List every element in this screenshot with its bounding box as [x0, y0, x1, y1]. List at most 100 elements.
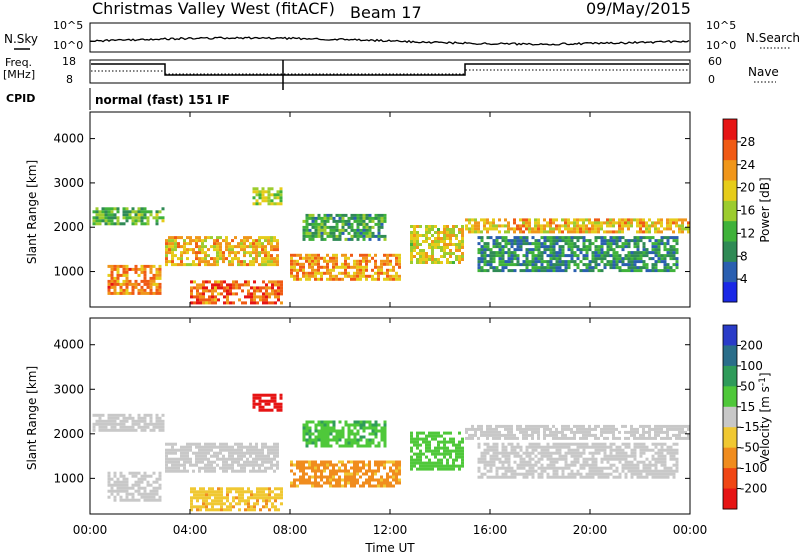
velocity-cell: [305, 478, 308, 482]
power-cell: [261, 260, 264, 264]
velocity-cell: [483, 463, 487, 467]
power-cell: [495, 251, 499, 255]
power-cell: [267, 236, 270, 240]
power-cell: [567, 245, 571, 249]
velocity-cell: [353, 460, 356, 464]
velocity-cell: [338, 429, 342, 433]
velocity-cell: [624, 463, 628, 467]
velocity-cell: [253, 508, 256, 512]
power-cell: [332, 234, 336, 238]
power-cell: [234, 236, 237, 240]
power-cell: [279, 196, 283, 200]
velocity-cell: [513, 475, 517, 479]
power-cell: [657, 230, 660, 234]
velocity-cell: [262, 505, 265, 509]
power-cell: [155, 285, 159, 289]
noise-tick-right-top: 10^5: [706, 19, 736, 32]
power-cell: [249, 254, 252, 258]
power-cell: [567, 239, 571, 243]
velocity-cell: [368, 478, 371, 482]
velocity-cell: [280, 502, 283, 506]
velocity-cell: [311, 463, 314, 467]
velocity-cell: [618, 454, 622, 458]
power-cell: [323, 256, 326, 260]
power-cell: [525, 242, 529, 246]
power-cell: [125, 213, 129, 217]
power-cell: [552, 263, 556, 267]
power-cell: [243, 236, 246, 240]
power-cell: [311, 231, 315, 235]
velocity-cell: [434, 464, 437, 468]
velocity-cell: [534, 430, 537, 434]
power-cell: [615, 242, 619, 246]
velocity-cell: [663, 475, 667, 479]
power-cell: [585, 239, 589, 243]
power-cell: [645, 269, 649, 273]
velocity-cell: [356, 463, 359, 467]
power-cell: [198, 236, 201, 240]
velocity-cell: [597, 451, 601, 455]
velocity-cell: [461, 449, 464, 453]
power-cell: [449, 255, 452, 258]
power-cell: [642, 236, 646, 240]
velocity-cell: [125, 477, 129, 481]
power-cell: [377, 228, 381, 232]
power-cell: [347, 237, 351, 241]
power-cell: [531, 248, 535, 252]
power-cell: [573, 263, 577, 267]
velocity-cell: [207, 469, 210, 473]
velocity-cell: [314, 469, 317, 473]
velocity-cell: [253, 496, 256, 500]
power-cell: [609, 236, 613, 240]
velocity-cell: [229, 487, 232, 491]
velocity-cell: [101, 413, 105, 417]
power-cell: [675, 263, 679, 267]
velocity-cell: [422, 440, 425, 444]
power-cell: [323, 231, 327, 235]
velocity-cell: [374, 423, 378, 427]
power-cell: [128, 216, 132, 220]
velocity-cell: [158, 471, 162, 475]
velocity-cell: [204, 463, 207, 467]
power-cell: [171, 245, 174, 249]
velocity-cell: [582, 451, 586, 455]
velocity-cell: [669, 445, 673, 449]
power-cell: [519, 245, 523, 249]
velocity-cell: [308, 481, 311, 485]
power-cell: [137, 288, 141, 292]
velocity-cell: [669, 457, 673, 461]
power-cell: [461, 243, 464, 246]
velocity-cell: [252, 445, 255, 449]
velocity-cell: [531, 433, 534, 437]
power-cell: [681, 227, 684, 231]
power-cell: [256, 301, 259, 305]
velocity-cell: [238, 508, 241, 512]
power-cell: [651, 257, 655, 261]
velocity-cell: [252, 399, 256, 403]
power-cell: [537, 224, 540, 228]
velocity-cell: [314, 438, 318, 442]
velocity-cell: [110, 489, 114, 493]
power-cell: [600, 251, 604, 255]
power-cell: [374, 262, 377, 266]
power-cell: [564, 221, 567, 225]
velocity-cell: [107, 413, 111, 417]
velocity-cell: [519, 457, 523, 461]
power-cell: [383, 234, 387, 238]
power-cell: [101, 207, 105, 211]
power-cell: [564, 263, 568, 267]
velocity-cell: [576, 448, 580, 452]
power-cell: [125, 282, 129, 286]
power-cell: [666, 236, 670, 240]
power-cell: [558, 260, 562, 264]
velocity-cell: [202, 493, 205, 497]
velocity-cell: [645, 436, 648, 440]
power-cell: [308, 253, 311, 257]
power-cell: [600, 245, 604, 249]
power-cell: [633, 242, 637, 246]
power-cell: [116, 291, 120, 295]
power-cell: [537, 269, 541, 273]
power-cell: [413, 249, 416, 252]
velocity-cell: [268, 487, 271, 491]
